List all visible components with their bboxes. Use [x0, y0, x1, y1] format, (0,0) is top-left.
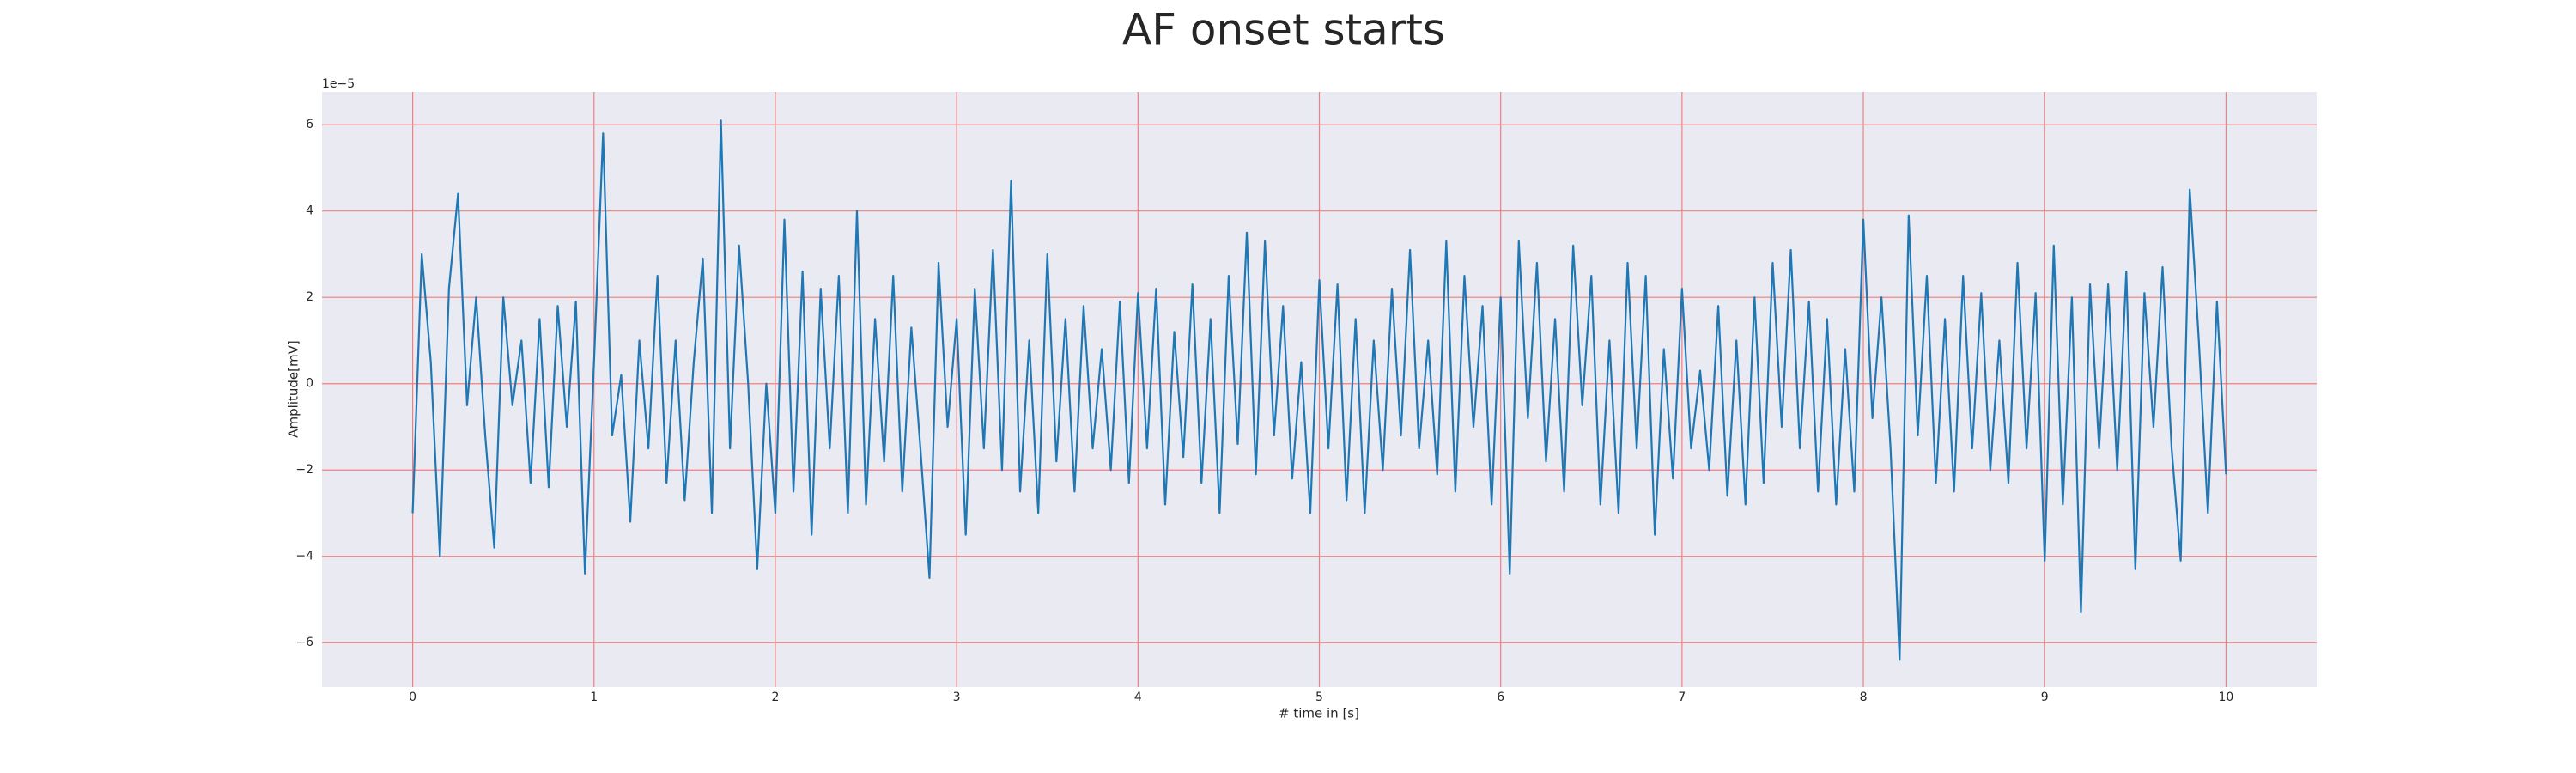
x-tick-label: 0	[409, 691, 416, 704]
y-tick-label: −4	[295, 550, 313, 563]
x-tick-label: 3	[953, 691, 961, 704]
y-axis-label: Amplitude[mV]	[286, 340, 301, 437]
y-tick-label: −6	[295, 636, 313, 649]
y-tick-label: −2	[295, 463, 313, 477]
signal-line	[411, 119, 2227, 661]
x-tick-label: 4	[1134, 691, 1142, 704]
y-tick-label: 6	[306, 118, 313, 131]
x-tick-label: 10	[2218, 691, 2233, 704]
x-tick-label: 6	[1497, 691, 1504, 704]
x-tick-label: 8	[1860, 691, 1868, 704]
y-tick-label: 2	[306, 290, 313, 304]
x-tick-label: 1	[590, 691, 598, 704]
x-tick-label: 9	[2041, 691, 2049, 704]
x-tick-label: 5	[1315, 691, 1323, 704]
x-tick-label: 7	[1678, 691, 1686, 704]
x-axis-label: # time in [s]	[1279, 706, 1359, 721]
x-tick-label: 2	[771, 691, 779, 704]
y-tick-label: 4	[306, 204, 313, 218]
chart-title: AF onset starts	[1122, 5, 1445, 55]
y-tick-label: 0	[306, 377, 313, 391]
y-offset-label: 1e−5	[322, 77, 355, 91]
